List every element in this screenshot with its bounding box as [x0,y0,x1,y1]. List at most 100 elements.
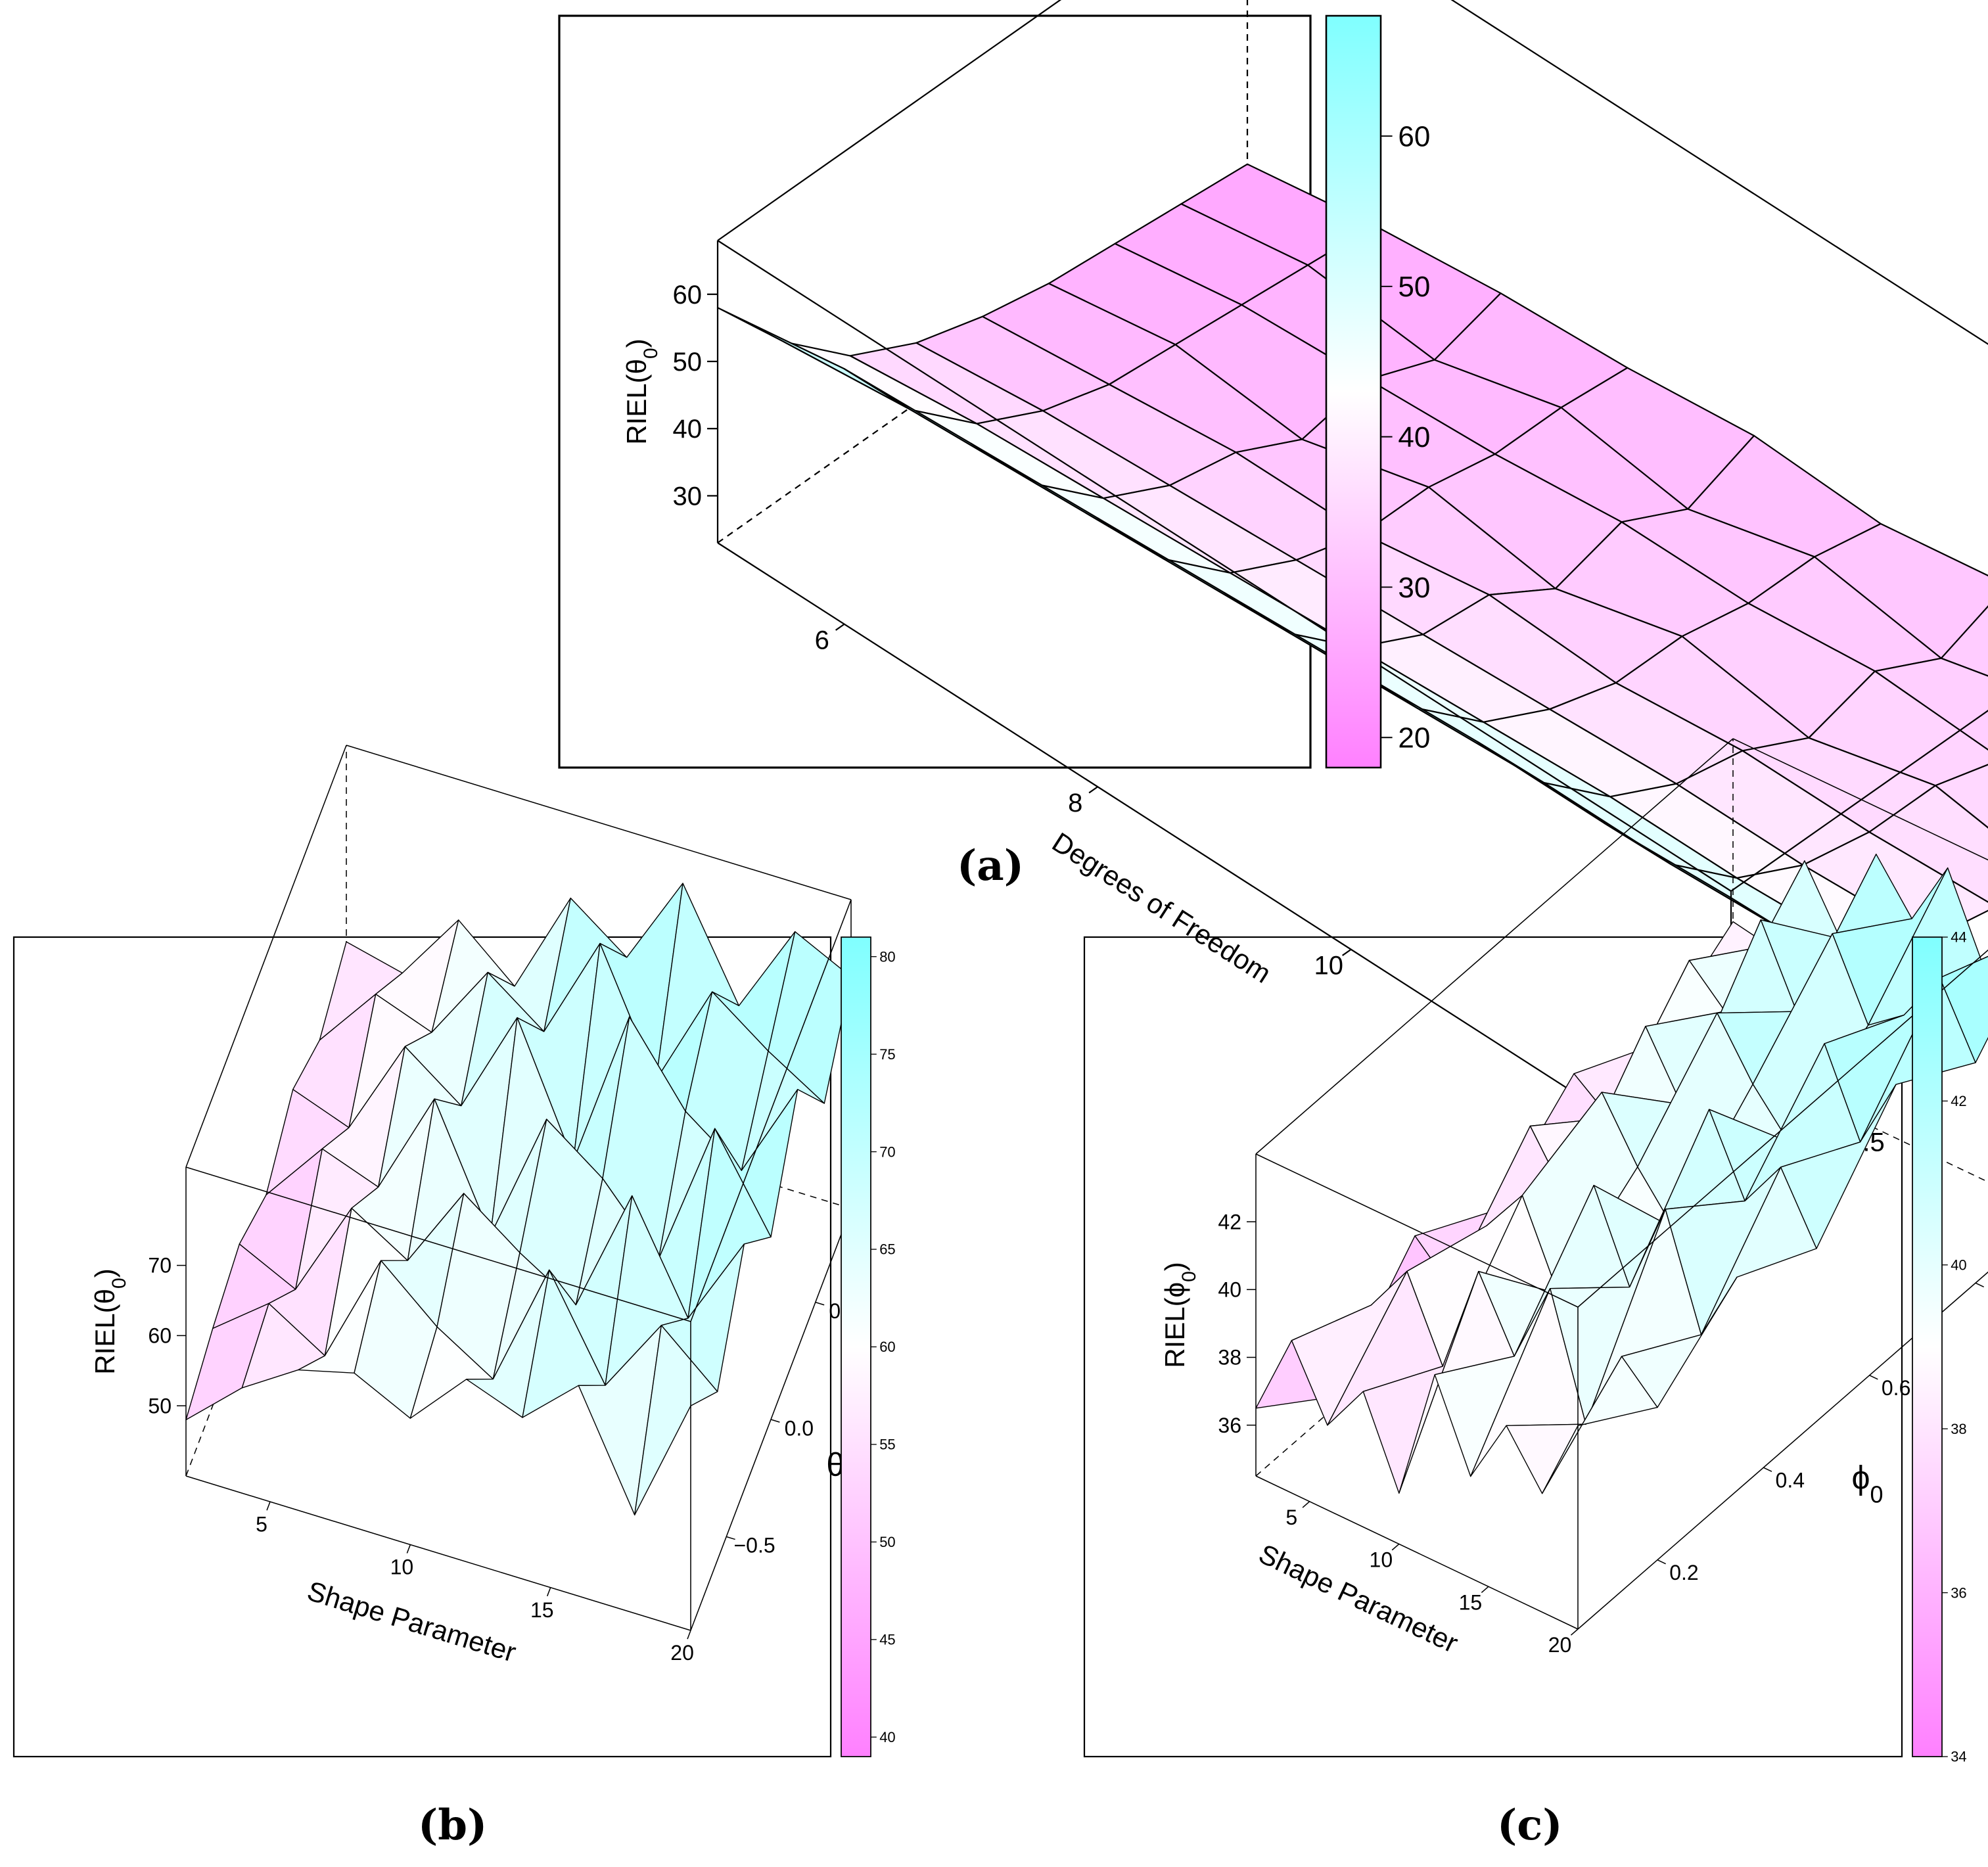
x-axis-label: Shape Parameter [304,1575,520,1668]
x-tick-label: 15 [1459,1590,1483,1614]
z-tick-label: 70 [148,1254,172,1278]
colorbar-tick-label: 38 [1951,1421,1966,1437]
colorbar-tick-label: 44 [1951,929,1966,946]
y-tick-label: 0.2 [1669,1561,1698,1584]
y-tick [770,1419,780,1423]
box-edge [1255,1153,1579,1308]
x-tick [266,1501,271,1511]
box-edge [1577,949,1988,1308]
x-tick-label: 8 [1068,789,1082,818]
x-tick [1481,1586,1489,1594]
z-tick-label: 30 [673,482,703,511]
x-tick-label: 10 [390,1556,414,1579]
box-edge [1730,710,1988,892]
colorbar-tick-label: 30 [1398,572,1430,604]
colorbar-tick-label: 60 [1398,120,1430,152]
box-edge [346,745,852,900]
x-tick-label: 15 [530,1598,554,1622]
colorbar-tick-label: 40 [1951,1257,1966,1274]
x-tick [1088,786,1098,794]
z-tick-label: 50 [148,1394,172,1418]
x-tick-label: 5 [256,1512,267,1536]
z-tick-label: 60 [148,1324,172,1348]
y-tick [1869,1375,1878,1380]
x-tick [835,623,845,631]
z-tick-label: 50 [673,348,703,377]
x-tick [1391,1543,1400,1551]
colorbar [841,936,871,1757]
x-tick [1302,1501,1310,1508]
box-edge [185,1166,691,1322]
colorbar-tick-label: 70 [879,1143,895,1160]
colorbar [1325,14,1382,769]
z-tick-label: 38 [1218,1346,1241,1370]
y-tick [815,1301,825,1306]
colorbar-tick-label: 60 [879,1339,895,1355]
x-tick [406,1544,411,1554]
z-tick-label: 60 [673,281,703,310]
z-axis-label: RIEL(θ0) [89,1268,130,1374]
box-edge [1255,1475,1579,1630]
colorbar-tick-label: 50 [1398,271,1430,303]
x-tick-label: 5 [1285,1506,1297,1529]
x-tick [546,1587,551,1597]
colorbar-tick-label: 42 [1951,1093,1966,1109]
box-edge [1255,738,1734,1155]
surface-facet [1940,605,1988,677]
colorbar-tick-label: 36 [1951,1584,1966,1601]
y-tick [1657,1559,1666,1565]
y-axis-label: ϕ0 [1851,1460,1883,1508]
y-tick-label: −0.5 [733,1534,775,1557]
x-tick [1570,1628,1579,1636]
colorbar-tick-label: 50 [879,1534,895,1550]
x-tick-label: 10 [1314,952,1343,980]
box-edge [185,745,347,1168]
z-tick-label: 36 [1218,1414,1241,1437]
x-tick-label: 20 [670,1641,694,1665]
box-edge [717,0,1062,241]
box-edge [690,899,852,1322]
box-edge [717,240,1732,892]
colorbar-tick-label: 80 [879,948,895,965]
y-tick [1975,1282,1984,1288]
y-tick-label: 0.0 [785,1416,814,1440]
x-tick-label: 10 [1370,1548,1393,1572]
x-axis-label: Degrees of Freedom [1047,826,1277,989]
x-tick [1342,948,1352,956]
y-tick-label: 0.4 [1776,1469,1805,1492]
x-tick [687,1630,691,1640]
caption-b: (b) [418,1801,488,1850]
x-tick-label: 20 [1548,1633,1572,1657]
z-axis-label: RIEL(ϕ0) [1159,1262,1200,1368]
plot-frame [12,936,832,1758]
colorbar-tick-label: 65 [879,1241,895,1258]
box-edge [185,1475,691,1631]
x-tick-label: 6 [815,626,829,655]
colorbar-tick-label: 45 [879,1632,895,1648]
colorbar-tick-label: 75 [879,1046,895,1063]
y-tick-label: 0.6 [1882,1376,1910,1400]
z-tick-label: 42 [1218,1210,1241,1233]
z-tick-label: 40 [673,415,703,444]
panel-a: 681012−0.50.00.530405060Degrees of Freed… [558,0,1988,1194]
y-tick [1763,1467,1772,1472]
x-axis-label: Shape Parameter [1254,1538,1463,1659]
colorbar-tick-label: 34 [1951,1749,1966,1765]
surface-facet [634,1325,718,1516]
box-edge [717,542,1732,1194]
surface-facet [1541,1356,1658,1494]
box-edge [1732,738,1988,861]
caption-a: (a) [957,841,1025,890]
colorbar [1912,936,1943,1757]
z-tick-label: 40 [1218,1278,1241,1302]
colorbar-tick-label: 20 [1398,722,1430,754]
box-edge [1450,0,1988,345]
caption-c: (c) [1497,1801,1563,1850]
z-axis-label: RIEL(θ0) [621,338,662,444]
colorbar-tick-label: 40 [879,1729,895,1745]
y-tick [726,1536,735,1540]
colorbar-tick-label: 55 [879,1437,895,1453]
